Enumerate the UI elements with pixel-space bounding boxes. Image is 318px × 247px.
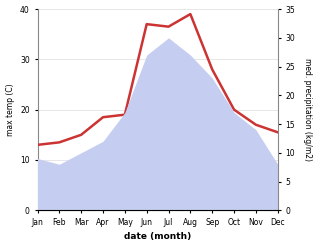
Y-axis label: med. precipitation (kg/m2): med. precipitation (kg/m2) [303, 58, 313, 161]
Y-axis label: max temp (C): max temp (C) [5, 83, 15, 136]
X-axis label: date (month): date (month) [124, 232, 191, 242]
